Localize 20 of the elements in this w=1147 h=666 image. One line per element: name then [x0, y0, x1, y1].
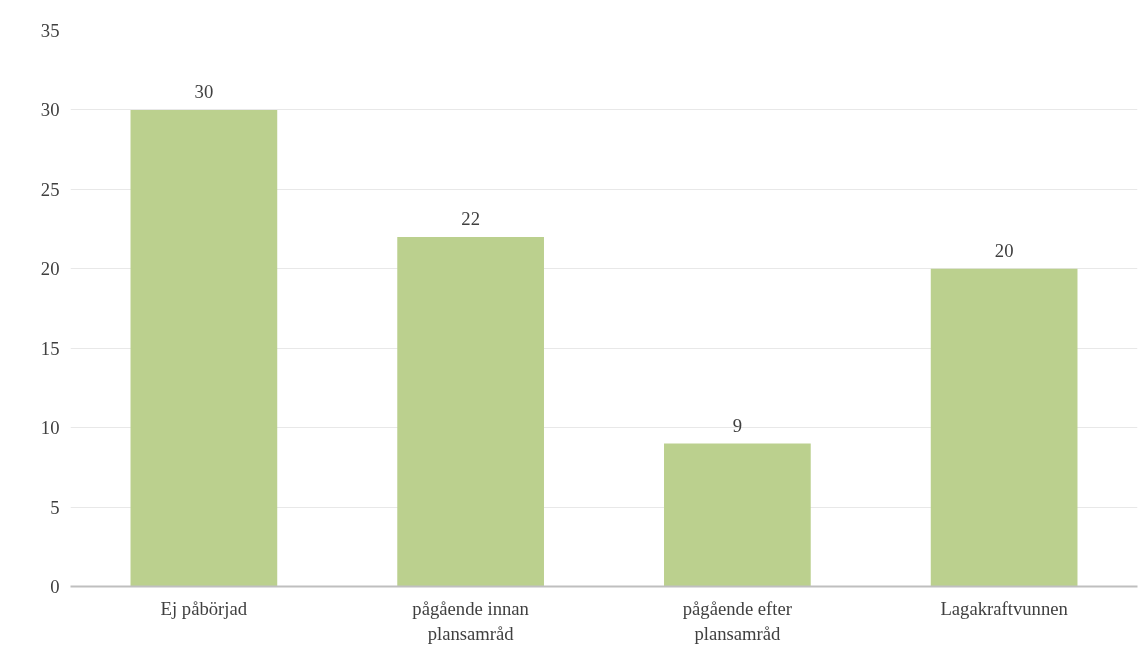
data-label: 22 — [461, 208, 480, 230]
x-tick-label: pågående innan plansamråd — [412, 597, 530, 644]
data-label: 20 — [994, 239, 1014, 261]
y-tick-label: 30 — [40, 99, 60, 121]
y-tick-label: 25 — [40, 178, 60, 200]
bar — [130, 109, 278, 587]
x-tick-label: pågående efter plansamråd — [682, 597, 793, 644]
data-label: 9 — [732, 414, 743, 436]
y-tick-label: 0 — [50, 576, 60, 597]
bar — [397, 237, 544, 587]
x-tick-label: Lagakraftvunnen — [940, 597, 1069, 619]
y-tick-label: 20 — [40, 258, 60, 280]
bar — [664, 443, 811, 587]
y-tick-label: 15 — [40, 337, 60, 359]
x-tick-label: Ej påbörjad — [160, 597, 248, 619]
y-tick-label: 35 — [40, 20, 60, 41]
y-tick-label: 5 — [50, 496, 60, 518]
data-label: 30 — [194, 80, 214, 102]
bar — [930, 268, 1078, 587]
y-tick-label: 10 — [40, 417, 60, 439]
